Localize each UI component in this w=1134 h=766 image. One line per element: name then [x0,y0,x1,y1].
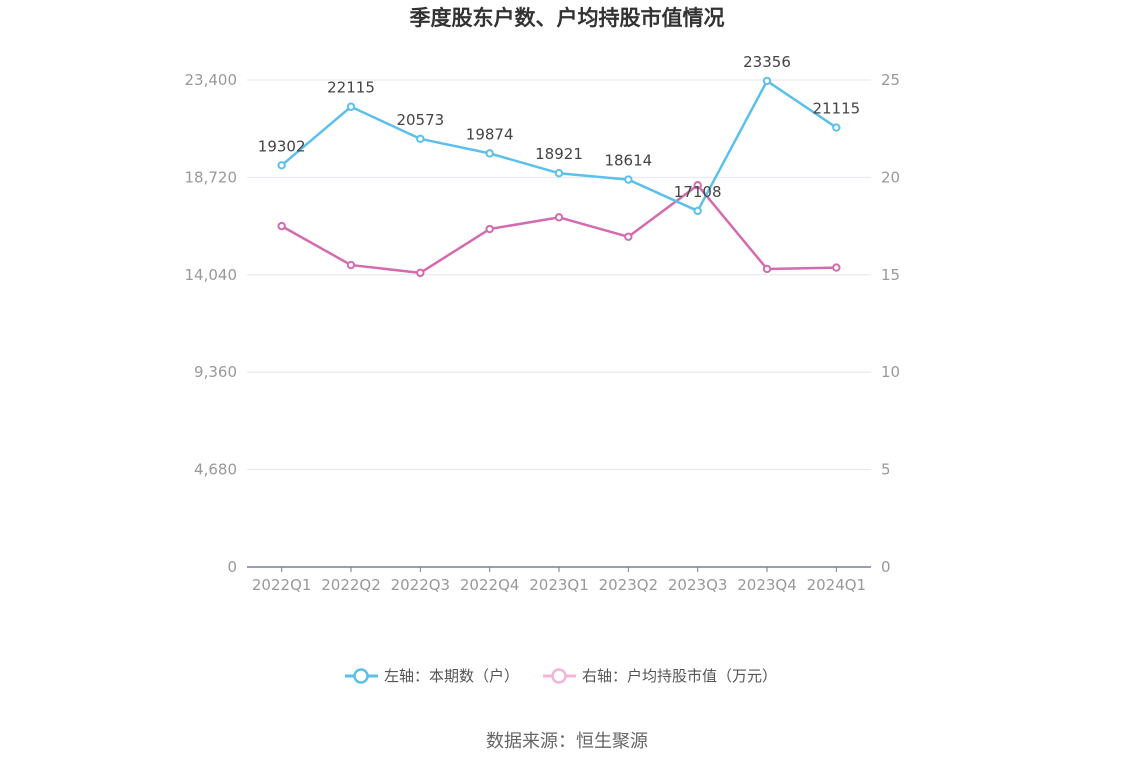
right-axis-ticks: 0 5 10 15 20 25 [881,71,900,576]
x-tick-label: 2023Q3 [668,576,728,594]
data-point-right[interactable] [624,232,633,242]
data-label: 17108 [674,183,722,201]
data-label: 18921 [535,145,583,163]
left-tick-label: 4,680 [194,461,237,479]
data-label: 20573 [396,111,444,129]
legend-right-label: 右轴：户均持股市值（万元） [582,667,777,685]
data-point-right[interactable] [346,260,356,270]
legend-item-left-series[interactable]: 左轴：本期数（户） [345,667,519,685]
x-tick-label: 2023Q2 [599,576,659,594]
left-tick-label: 23,400 [185,71,238,89]
left-axis-ticks: 0 4,680 9,360 14,040 18,720 23,400 [185,71,238,576]
right-tick-label: 25 [881,71,900,89]
x-tick-label: 2024Q1 [807,576,867,594]
source-note: 数据来源：恒生聚源 [486,731,648,752]
data-label: 22115 [327,79,375,97]
data-point-left[interactable] [416,134,425,144]
x-tick-label: 2023Q4 [737,576,797,594]
legend-item-right-series[interactable]: 右轴：户均持股市值（万元） [543,667,777,685]
data-point-right[interactable] [762,264,772,274]
right-tick-label: 0 [881,558,891,576]
x-tick-label: 2022Q1 [252,576,312,594]
data-label: 21115 [812,100,860,118]
left-tick-label: 18,720 [185,168,238,186]
data-point-right[interactable] [832,263,841,272]
x-tick-label: 2022Q2 [321,576,381,594]
data-label: 18614 [604,152,652,170]
data-point-left[interactable] [346,102,356,111]
data-label: 19874 [466,125,514,143]
series-group [277,76,841,278]
right-tick-label: 10 [881,363,900,381]
data-label: 23356 [743,53,791,71]
data-point-right[interactable] [416,268,425,278]
right-tick-label: 5 [881,461,891,479]
data-point-left[interactable] [624,175,633,184]
x-tick-label: 2022Q3 [391,576,451,594]
x-tick-label: 2022Q4 [460,576,520,594]
series-line-right [281,183,837,275]
data-point-right[interactable] [277,221,286,231]
data-labels: 19302 22115 20573 19874 18921 18614 17108 23356… [258,53,860,201]
data-label: 19302 [258,137,306,155]
data-point-right[interactable] [693,180,702,190]
data-point-left[interactable] [832,123,841,132]
right-tick-label: 15 [881,266,900,284]
data-point-left[interactable] [762,76,772,86]
data-point-right[interactable] [554,213,564,222]
x-tick-label: 2023Q1 [529,576,589,594]
legend-left-marker-icon [353,668,369,684]
legend-left-label: 左轴：本期数（户） [384,667,519,685]
left-tick-label: 14,040 [185,266,238,284]
grid-lines [247,79,871,471]
data-point-left[interactable] [554,169,564,178]
left-tick-label: 9,360 [194,363,237,381]
left-tick-label: 0 [227,558,237,576]
legend: 左轴：本期数（户） 右轴：户均持股市值（万元） [345,667,777,685]
data-point-left[interactable] [277,161,286,170]
right-tick-label: 20 [881,168,900,186]
x-axis-ticks: 2022Q1 2022Q2 2022Q3 2022Q4 2023Q1 2023Q2 2023… [252,567,866,594]
legend-right-marker-icon [551,668,567,684]
chart-title: 季度股东户数、户均持股市值情况 [410,6,725,30]
data-point-left[interactable] [485,149,494,158]
data-point-left[interactable] [693,206,702,216]
data-point-right[interactable] [485,224,494,234]
